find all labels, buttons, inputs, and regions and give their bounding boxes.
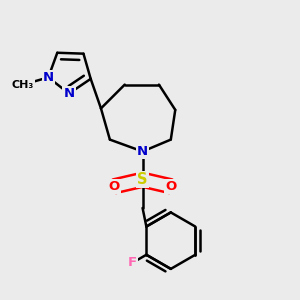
Text: O: O <box>109 180 120 193</box>
Text: O: O <box>165 180 176 193</box>
Text: N: N <box>63 87 74 100</box>
Text: N: N <box>137 145 148 158</box>
Text: N: N <box>43 71 54 84</box>
Text: CH₃: CH₃ <box>11 80 34 90</box>
Text: F: F <box>128 256 137 269</box>
Text: S: S <box>137 172 148 187</box>
